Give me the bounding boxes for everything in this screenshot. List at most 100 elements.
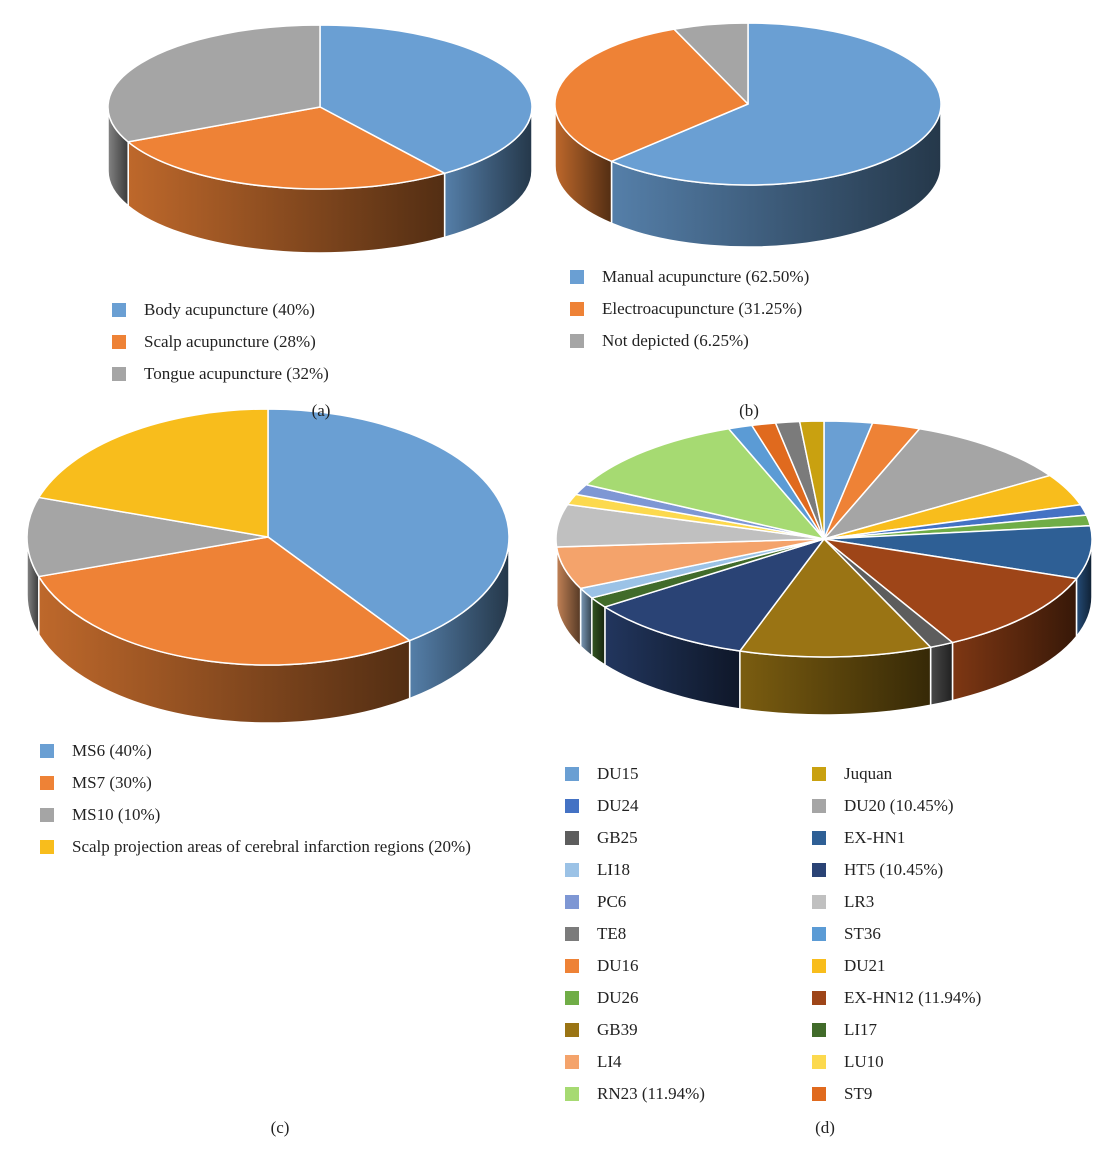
legend-item-ms6: MS6 (40%)	[40, 735, 471, 767]
pie-side-li17	[591, 596, 606, 667]
legend-item-ms10: MS10 (10%)	[40, 799, 471, 831]
legend-item-ex-hn12: EX-HN12 (11.94%)	[812, 982, 981, 1014]
pie-slice-electroacupuncture	[554, 28, 749, 163]
pie-slice-tongue-acupuncture	[107, 24, 321, 143]
legend-swatch	[570, 270, 584, 284]
legend-a: Body acupuncture (40%) Scalp acupuncture …	[112, 294, 329, 390]
legend-item-du20: DU20 (10.45%)	[812, 790, 981, 822]
legend-item-gb25: GB25	[565, 822, 705, 854]
legend-swatch	[565, 863, 579, 877]
pie-side-li18	[579, 586, 593, 658]
legend-swatch	[812, 831, 826, 845]
legend-item-du24: DU24	[565, 790, 705, 822]
legend-label: LI17	[844, 1020, 878, 1039]
pie-slice-gb39	[739, 538, 932, 658]
legend-label: TE8	[597, 924, 627, 943]
legend-label: ST9	[844, 1084, 873, 1103]
legend-item-st9: ST9	[812, 1078, 981, 1110]
legend-swatch	[40, 776, 54, 790]
legend-item-tongue-acupuncture: Tongue acupuncture (32%)	[112, 358, 329, 390]
pie-slice-ex-hn1	[823, 524, 1093, 580]
legend-label: DU20 (10.45%)	[844, 796, 954, 815]
legend-label: Manual acupuncture (62.50%)	[602, 267, 810, 286]
legend-item-electroacupuncture: Electroacupuncture (31.25%)	[570, 293, 809, 325]
pie-slice-ex-hn12	[823, 538, 1078, 644]
legend-label: Body acupuncture (40%)	[144, 300, 315, 319]
pie-slice-ht5	[604, 538, 825, 652]
legend-label: MS7 (30%)	[72, 773, 152, 792]
legend-item-pc6: PC6	[565, 886, 705, 918]
legend-swatch	[565, 767, 579, 781]
pie-slice-scalp-acupuncture	[127, 106, 446, 190]
legend-label: RN23 (11.94%)	[597, 1084, 705, 1103]
legend-item-manual-acupuncture: Manual acupuncture (62.50%)	[570, 261, 809, 293]
legend-item-juquan: Juquan	[812, 758, 981, 790]
legend-label: HT5 (10.45%)	[844, 860, 944, 879]
legend-label: Electroacupuncture (31.25%)	[602, 299, 803, 318]
legend-swatch	[565, 799, 579, 813]
caption-d: (d)	[815, 1118, 835, 1137]
legend-swatch	[812, 1023, 826, 1037]
legend-swatch	[40, 840, 54, 854]
legend-label: Juquan	[844, 764, 893, 783]
legend-item-du15: DU15	[565, 758, 705, 790]
legend-swatch	[570, 302, 584, 316]
legend-label: DU24	[597, 796, 639, 815]
legend-item-li4: LI4	[565, 1046, 705, 1078]
pie-slice-body-acupuncture	[319, 24, 533, 175]
legend-item-gb39: GB39	[565, 1014, 705, 1046]
legend-d-column-2: Juquan DU20 (10.45%) EX-HN1 HT5 (10.45%) LR3…	[812, 758, 981, 1110]
legend-swatch	[112, 303, 126, 317]
legend-item-du21: DU21	[812, 950, 981, 982]
legend-label: LI4	[597, 1052, 622, 1071]
legend-item-li17: LI17	[812, 1014, 981, 1046]
legend-label: Not depicted (6.25%)	[602, 331, 749, 350]
pie-chart-a	[107, 24, 533, 254]
legend-label: Scalp projection areas of cerebral infar…	[72, 837, 471, 856]
legend-swatch	[112, 367, 126, 381]
pie-chart-b	[554, 22, 942, 248]
legend-item-rn23: RN23 (11.94%)	[565, 1078, 705, 1110]
legend-swatch	[40, 808, 54, 822]
legend-item-st36: ST36	[812, 918, 981, 950]
legend-swatch	[812, 863, 826, 877]
pie-side-gb25	[929, 641, 954, 707]
legend-item-ex-hn1: EX-HN1	[812, 822, 981, 854]
pie-slice-du20	[823, 428, 1051, 540]
legend-item-du16: DU16	[565, 950, 705, 982]
pie-slice-rn23	[585, 427, 825, 540]
legend-label: MS6 (40%)	[72, 741, 152, 760]
pie-slice-juquan	[798, 420, 825, 540]
legend-item-lu10: LU10	[812, 1046, 981, 1078]
legend-item-scalp-acupuncture: Scalp acupuncture (28%)	[112, 326, 329, 358]
legend-label: DU26	[597, 988, 639, 1007]
legend-item-scalp-projection-areas-of-cerebral-infarction-regions: Scalp projection areas of cerebral infar…	[40, 831, 471, 863]
pie-slice-scalp-projection-areas-of-cerebral-infarction-regions	[38, 408, 269, 538]
legend-label: DU21	[844, 956, 886, 975]
legend-swatch	[565, 1087, 579, 1101]
legend-label: GB25	[597, 828, 638, 847]
pie-slice-ms6	[267, 408, 510, 642]
legend-label: Scalp acupuncture (28%)	[144, 332, 316, 351]
legend-label: MS10 (10%)	[72, 805, 161, 824]
legend-swatch	[812, 767, 826, 781]
legend-d-column-1: DU15 DU24 GB25 LI18 PC6 TE8 DU16 DU26 GB39 LI4 RN2…	[565, 758, 705, 1110]
legend-item-body-acupuncture: Body acupuncture (40%)	[112, 294, 329, 326]
legend-swatch	[565, 831, 579, 845]
legend-label: LU10	[844, 1052, 884, 1071]
legend-swatch	[812, 959, 826, 973]
caption-a: (a)	[311, 401, 331, 420]
pie-chart-d	[555, 420, 1093, 716]
legend-swatch	[565, 927, 579, 941]
legend-swatch	[812, 927, 826, 941]
pie-slice-manual-acupuncture	[610, 22, 942, 186]
legend-swatch	[812, 1087, 826, 1101]
legend-swatch	[812, 895, 826, 909]
legend-swatch	[812, 799, 826, 813]
legend-label: EX-HN12 (11.94%)	[844, 988, 982, 1007]
legend-swatch	[40, 744, 54, 758]
legend-swatch	[565, 1023, 579, 1037]
caption-b: (b)	[739, 401, 759, 420]
pie-slice-not-depicted	[673, 22, 749, 105]
